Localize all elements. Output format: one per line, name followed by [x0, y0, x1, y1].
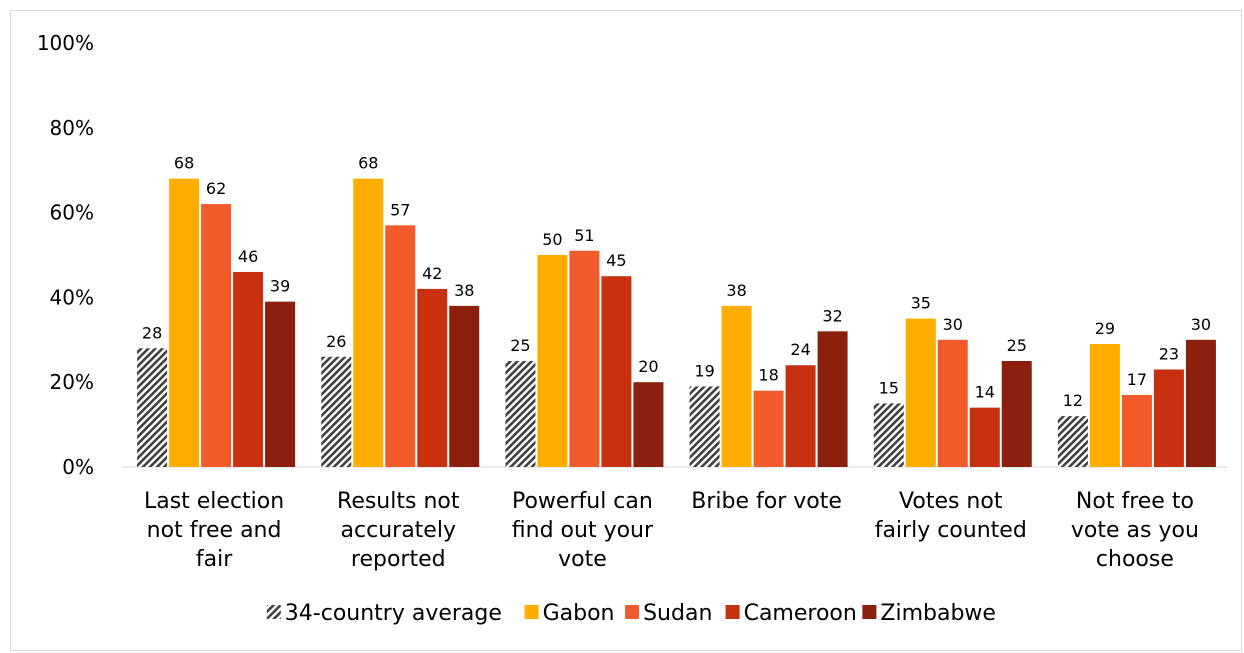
- bar: [321, 356, 352, 467]
- bar: [633, 382, 664, 467]
- data-label: 30: [1191, 315, 1211, 334]
- bar: [201, 204, 232, 467]
- y-tick-label: 40%: [50, 285, 94, 309]
- bar: [905, 318, 936, 467]
- data-label: 28: [142, 323, 162, 342]
- data-label: 24: [790, 340, 810, 359]
- bar: [753, 390, 784, 467]
- legend-swatch: [266, 605, 281, 619]
- data-label: 25: [1007, 336, 1027, 355]
- legend-swatch: [862, 605, 877, 619]
- bar: [1001, 361, 1032, 467]
- category-label: Bribe for vote: [691, 489, 842, 514]
- category-label: Powerful can find out your vote: [512, 489, 654, 572]
- bar: [137, 348, 168, 467]
- data-label: 38: [726, 281, 746, 300]
- bar: [1089, 344, 1120, 467]
- data-label: 57: [390, 200, 410, 219]
- data-label: 42: [422, 264, 442, 283]
- bar: [1057, 416, 1088, 467]
- data-label: 23: [1159, 344, 1179, 363]
- category-label: Last election not free and fair: [144, 489, 284, 572]
- legend-label: Zimbabwe: [880, 601, 996, 626]
- data-label: 39: [270, 277, 290, 296]
- data-label: 26: [326, 332, 346, 351]
- bar: [569, 250, 600, 467]
- data-label: 45: [606, 251, 626, 270]
- y-tick-label: 20%: [50, 370, 94, 394]
- legend-swatch: [725, 605, 740, 619]
- bar: [969, 407, 1000, 467]
- category-label: Not free to vote as you choose: [1071, 489, 1199, 572]
- legend-swatch: [625, 605, 640, 619]
- data-label: 35: [911, 294, 931, 313]
- category-label: Votes not fairly counted: [875, 489, 1027, 543]
- bar: [1153, 369, 1184, 467]
- bar: [233, 271, 264, 467]
- category-label: Results not accurately reported: [337, 489, 460, 572]
- y-tick-label: 60%: [50, 201, 94, 225]
- bar: [417, 288, 448, 467]
- data-label: 18: [758, 366, 778, 385]
- legend-label: Cameroon: [744, 601, 857, 626]
- data-label: 17: [1127, 370, 1147, 389]
- data-label: 46: [238, 247, 258, 266]
- bar: [505, 361, 536, 467]
- bar: [449, 305, 480, 467]
- bar: [265, 301, 296, 467]
- data-label: 62: [206, 179, 226, 198]
- y-tick-label: 0%: [62, 455, 94, 479]
- chart-frame: [10, 10, 1242, 651]
- bar: [601, 276, 632, 467]
- bar: [353, 178, 384, 467]
- data-label: 68: [358, 154, 378, 173]
- bar: [937, 339, 968, 467]
- bar: [873, 403, 904, 467]
- data-label: 68: [174, 154, 194, 173]
- bar: [721, 305, 752, 467]
- data-label: 51: [574, 226, 594, 245]
- y-tick-label: 100%: [37, 31, 94, 55]
- bar: [785, 365, 816, 467]
- legend-label: Gabon: [543, 601, 615, 626]
- bar: [1121, 394, 1152, 467]
- data-label: 32: [822, 306, 842, 325]
- bar: [537, 255, 568, 467]
- legend-label: 34-country average: [285, 601, 502, 626]
- bar: [385, 225, 416, 467]
- legend-label: Sudan: [643, 601, 712, 626]
- legend-swatch: [524, 605, 539, 619]
- bar: [169, 178, 200, 467]
- data-label: 29: [1095, 319, 1115, 338]
- data-label: 19: [694, 361, 714, 380]
- data-label: 15: [879, 378, 899, 397]
- data-label: 12: [1063, 391, 1083, 410]
- data-label: 30: [943, 315, 963, 334]
- data-label: 50: [542, 230, 562, 249]
- bar: [1185, 339, 1216, 467]
- data-label: 38: [454, 281, 474, 300]
- bar: [817, 331, 848, 467]
- bar: [689, 386, 720, 467]
- data-label: 14: [975, 383, 995, 402]
- data-label: 25: [510, 336, 530, 355]
- y-tick-label: 80%: [50, 116, 94, 140]
- data-label: 20: [638, 357, 658, 376]
